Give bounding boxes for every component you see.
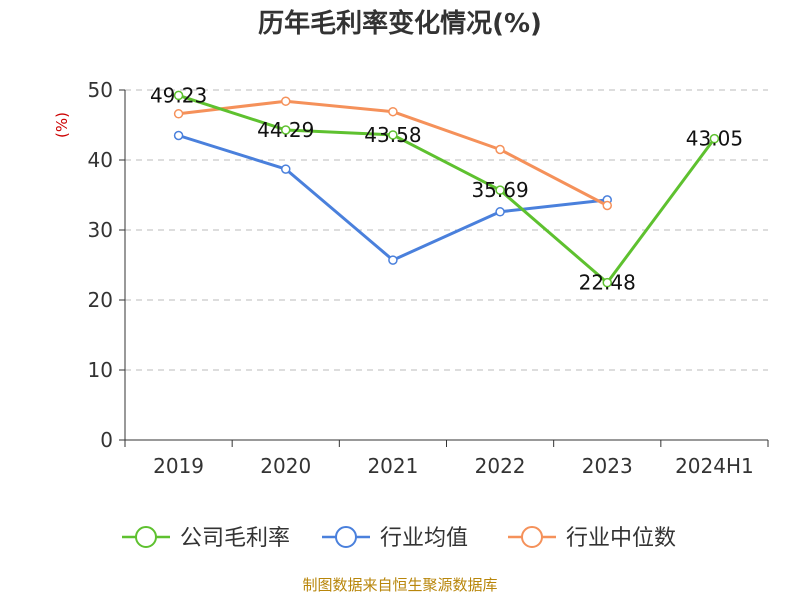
data-label: 35.69 [471, 178, 528, 202]
legend-marker [521, 526, 543, 548]
series-lines [173, 90, 720, 288]
data-point [281, 96, 291, 106]
data-label: 43.05 [686, 127, 743, 151]
legend-label: 行业中位数 [566, 526, 676, 551]
y-tick-label: 50 [88, 78, 113, 102]
source-note: 制图数据来自恒生聚源数据库 [302, 576, 497, 594]
data-point [388, 130, 398, 140]
x-tick-label: 2019 [153, 454, 204, 478]
series-1 [173, 130, 612, 265]
axes: 0 10 20 30 40 50 2019 2020 2021 2022 2023 2024H1 [88, 78, 769, 478]
data-point [388, 255, 398, 265]
data-point [388, 106, 398, 117]
data-point [281, 164, 291, 174]
legend-marker [335, 526, 357, 548]
legend[interactable]: 公司毛利率 行业均值 行业中位数 [122, 526, 676, 551]
data-point [173, 109, 184, 119]
x-tick-label: 2020 [260, 454, 311, 478]
legend-marker [135, 526, 157, 548]
x-tick-label: 2024H1 [675, 454, 754, 478]
chart-title: 历年毛利率变化情况(%) [258, 8, 542, 39]
y-tick-label: 20 [88, 288, 113, 312]
data-labels: 49.23 44.29 43.58 35.69 22.48 43.05 [150, 83, 743, 294]
data-label: 22.48 [579, 271, 636, 295]
data-label: 44.29 [257, 118, 314, 142]
x-tick-label: 2021 [367, 454, 418, 478]
y-tick-label: 30 [88, 218, 113, 242]
data-point [602, 277, 612, 288]
x-tick-label: 2022 [475, 454, 526, 478]
data-label: 49.23 [150, 83, 207, 107]
y-tick-label: 0 [100, 428, 113, 452]
legend-item-2[interactable]: 行业中位数 [508, 526, 676, 551]
legend-label: 行业均值 [380, 526, 468, 551]
y-tick-label: 10 [88, 358, 113, 382]
data-point [495, 207, 505, 217]
y-axis-unit: (%) [53, 112, 71, 138]
x-tick-label: 2023 [582, 454, 633, 478]
legend-label: 公司毛利率 [180, 526, 290, 551]
data-point [709, 133, 720, 144]
data-point [602, 200, 612, 211]
data-point [173, 90, 184, 101]
data-label: 43.58 [364, 123, 421, 147]
series-0 [173, 90, 720, 288]
series-2 [173, 96, 612, 211]
y-tick-label: 40 [88, 148, 113, 172]
data-point [495, 144, 505, 155]
data-point [495, 185, 505, 195]
data-point [281, 125, 291, 135]
data-point [173, 130, 184, 141]
legend-item-1[interactable]: 行业均值 [322, 526, 468, 551]
series-line [178, 93, 716, 285]
grid-lines [125, 89, 768, 371]
series-line [178, 134, 608, 262]
legend-item-0[interactable]: 公司毛利率 [122, 526, 290, 551]
